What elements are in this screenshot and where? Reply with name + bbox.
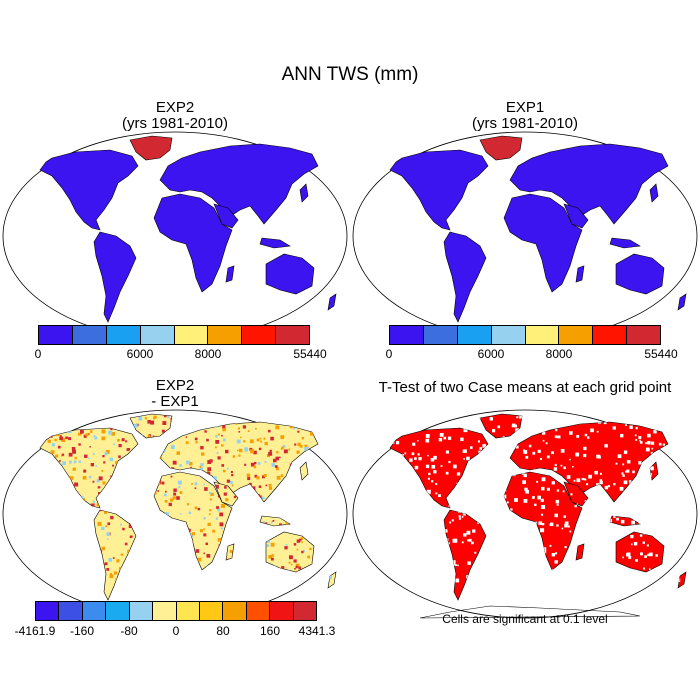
panel-title-exp2-line1: EXP2 [155, 99, 195, 116]
cbar-diff-swatch-8 [223, 602, 247, 620]
cbar-exp2-label-0: 0 [34, 347, 42, 361]
map-diff-japan [299, 461, 309, 481]
cbar-exp1-swatch-2 [457, 326, 492, 344]
map-ttest-newzealand [677, 571, 687, 589]
map-exp2-arabia [213, 203, 239, 229]
cbar-exp1-swatch-3 [491, 326, 526, 344]
map-exp1-indonesia [609, 237, 641, 249]
map-ttest-samerica [443, 509, 487, 601]
cbar-diff-swatch-4 [129, 602, 154, 620]
cbar-diff-label-6: 4341.3 [298, 624, 336, 638]
map-exp2-newzealand [327, 293, 337, 311]
map-exp1-africa [503, 193, 583, 293]
cbar-exp1-label-0: 0 [385, 347, 393, 361]
cbar-exp1-swatch-6 [593, 326, 628, 344]
cbar-exp2-swatch-3 [140, 326, 175, 344]
map-exp2-australia [265, 253, 315, 295]
map-exp2-africa [153, 193, 233, 293]
cbar-exp2-label-3: 55440 [293, 347, 327, 361]
cbar-exp2-swatch-2 [106, 326, 141, 344]
cbar-diff-swatch-10 [270, 602, 294, 620]
colorbar-diff [35, 601, 317, 621]
cbar-diff-swatch-3 [106, 602, 130, 620]
cbar-diff-swatch-6 [176, 602, 200, 620]
map-ttest-namerica [389, 427, 489, 509]
map-exp2-madagascar [225, 265, 235, 283]
panel-title-exp1-line2: (yrs 1981-2010) [472, 115, 578, 132]
colorbar-exp1 [389, 325, 661, 345]
panel-title-ttest-line1: T-Test of two Case means at each grid po… [378, 379, 672, 396]
cbar-diff-swatch-9 [246, 602, 271, 620]
cbar-exp1-label-1: 6000 [477, 347, 505, 361]
colorbar-exp2 [38, 325, 310, 345]
cbar-exp2-swatch-4 [174, 326, 209, 344]
cbar-exp1-label-2: 8000 [545, 347, 573, 361]
cbar-exp2-swatch-1 [72, 326, 107, 344]
panel-title-diff-line2: - EXP1 [151, 393, 199, 410]
map-diff-namerica [39, 427, 139, 509]
cbar-exp1-swatch-1 [423, 326, 458, 344]
map-ttest [352, 409, 698, 619]
cbar-diff-swatch-0 [36, 602, 60, 620]
map-diff-newzealand [327, 571, 337, 589]
cbar-exp2-label-1: 6000 [126, 347, 154, 361]
cbar-exp1-swatch-5 [559, 326, 594, 344]
map-exp2-eurasia [159, 143, 319, 225]
map-exp1-samerica [443, 231, 487, 323]
figure-title: ANN TWS (mm) [281, 64, 419, 85]
panel-title-exp2: EXP2 (yrs 1981-2010) [0, 100, 350, 132]
cbar-diff-swatch-1 [59, 602, 83, 620]
cbar-exp2-swatch-0 [39, 326, 73, 344]
map-diff [2, 409, 348, 619]
cbar-diff-swatch-5 [153, 602, 177, 620]
map-exp1-namerica [389, 149, 489, 231]
map-ttest-madagascar [575, 543, 585, 561]
cbar-diff-label-2: -80 [120, 624, 138, 638]
panel-title-diff-line1: EXP2 [155, 377, 195, 394]
map-exp1 [352, 131, 698, 341]
cbar-exp1-swatch-0 [390, 326, 424, 344]
panel-title-exp1: EXP1 (yrs 1981-2010) [350, 100, 700, 132]
cbar-diff-swatch-7 [199, 602, 224, 620]
map-exp1-greenland [479, 135, 523, 161]
map-exp1-eurasia [509, 143, 669, 225]
panel-title-diff: EXP2 - EXP1 [0, 378, 350, 410]
map-exp1-newzealand [677, 293, 687, 311]
cbar-diff-label-5: 160 [259, 624, 281, 638]
map-ttest-africa [503, 471, 583, 571]
cbar-exp2-label-2: 8000 [194, 347, 222, 361]
cbar-exp1-swatch-4 [525, 326, 560, 344]
map-exp1-japan [649, 183, 659, 203]
map-exp2-japan [299, 183, 309, 203]
panel-title-exp1-line1: EXP1 [505, 99, 545, 116]
map-ttest-antarctica [419, 605, 641, 619]
panel-title-exp2-line2: (yrs 1981-2010) [122, 115, 228, 132]
cbar-exp2-swatch-6 [242, 326, 277, 344]
cbar-exp2-swatch-5 [208, 326, 243, 344]
map-exp1-madagascar [575, 265, 585, 283]
map-ttest-australia [615, 531, 665, 573]
significance-note: Cells are significant at 0.1 level [442, 612, 608, 626]
map-exp2-samerica [93, 231, 137, 323]
map-exp2 [2, 131, 348, 341]
cbar-diff-label-4: 80 [216, 624, 230, 638]
map-diff-indonesia [259, 515, 291, 527]
map-exp2-greenland [129, 135, 173, 161]
cbar-diff-label-0: -4161.9 [14, 624, 56, 638]
map-exp2-indonesia [259, 237, 291, 249]
cbar-diff-label-1: -160 [69, 624, 95, 638]
map-exp2-namerica [39, 149, 139, 231]
cbar-exp1-label-3: 55440 [644, 347, 678, 361]
cbar-diff-label-3: 0 [172, 624, 180, 638]
map-exp1-australia [615, 253, 665, 295]
cbar-diff-swatch-11 [293, 602, 317, 620]
cbar-exp1-swatch-7 [627, 326, 660, 344]
panel-title-ttest: T-Test of two Case means at each grid po… [350, 380, 700, 396]
map-exp1-arabia [563, 203, 589, 229]
cbar-diff-swatch-2 [82, 602, 107, 620]
cbar-exp2-swatch-7 [276, 326, 309, 344]
